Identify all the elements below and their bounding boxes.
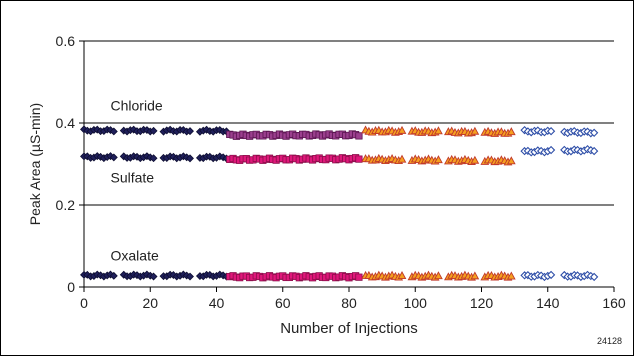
data-point	[149, 272, 158, 281]
x-tick-label: 40	[209, 295, 225, 311]
data-point	[434, 271, 443, 280]
data-point	[109, 153, 118, 162]
y-tick-label: 0.4	[56, 115, 76, 131]
x-tick-label: 0	[80, 295, 88, 311]
data-point	[434, 126, 443, 135]
data-point	[186, 272, 194, 281]
data-point	[470, 155, 480, 164]
data-point	[506, 156, 516, 165]
x-tick-label: 100	[404, 295, 428, 311]
series-annotations: Chloride Sulfate Oxalate	[111, 98, 163, 264]
data-point	[546, 127, 556, 136]
y-tick-label: 0.6	[56, 33, 76, 49]
y-tick-label: 0.2	[56, 197, 76, 213]
grid-lines	[84, 40, 614, 206]
data-point	[186, 154, 194, 163]
data-point	[355, 132, 363, 140]
data-point	[434, 155, 443, 164]
data-point	[109, 271, 118, 280]
x-tick-label: 140	[536, 295, 560, 311]
data-points	[80, 125, 599, 282]
data-point	[546, 270, 556, 280]
y-axis-label: Peak Area (µS-min)	[27, 103, 43, 225]
x-tick-label: 20	[142, 295, 158, 311]
data-point	[397, 125, 407, 134]
data-point	[546, 145, 556, 155]
data-point	[470, 271, 480, 280]
data-point	[186, 127, 194, 136]
figure-id: 24128	[597, 336, 622, 346]
y-axis-ticks: 0 0.2 0.4 0.6	[56, 33, 84, 295]
x-tick-label: 60	[275, 295, 291, 311]
data-point	[355, 273, 363, 281]
x-tick-label: 80	[341, 295, 357, 311]
data-point	[397, 271, 407, 280]
x-axis-ticks: 0 20 40 60 80 100 120 140 160	[80, 287, 626, 311]
data-point	[506, 127, 516, 136]
series-label: Sulfate	[111, 169, 155, 185]
data-point	[109, 127, 118, 136]
data-point	[589, 272, 599, 282]
series-label: Chloride	[111, 98, 163, 114]
y-tick-label: 0	[67, 279, 75, 295]
x-axis-label: Number of Injections	[280, 320, 418, 337]
axes	[83, 41, 614, 288]
data-point	[149, 154, 158, 163]
x-tick-label: 160	[602, 295, 626, 311]
data-point	[589, 146, 599, 156]
data-point	[355, 155, 363, 163]
x-tick-label: 120	[470, 295, 494, 311]
data-point	[470, 126, 480, 135]
data-point	[149, 126, 158, 135]
data-point	[589, 128, 599, 137]
series-label: Oxalate	[111, 247, 159, 263]
data-point	[397, 154, 407, 163]
data-point	[506, 271, 516, 280]
